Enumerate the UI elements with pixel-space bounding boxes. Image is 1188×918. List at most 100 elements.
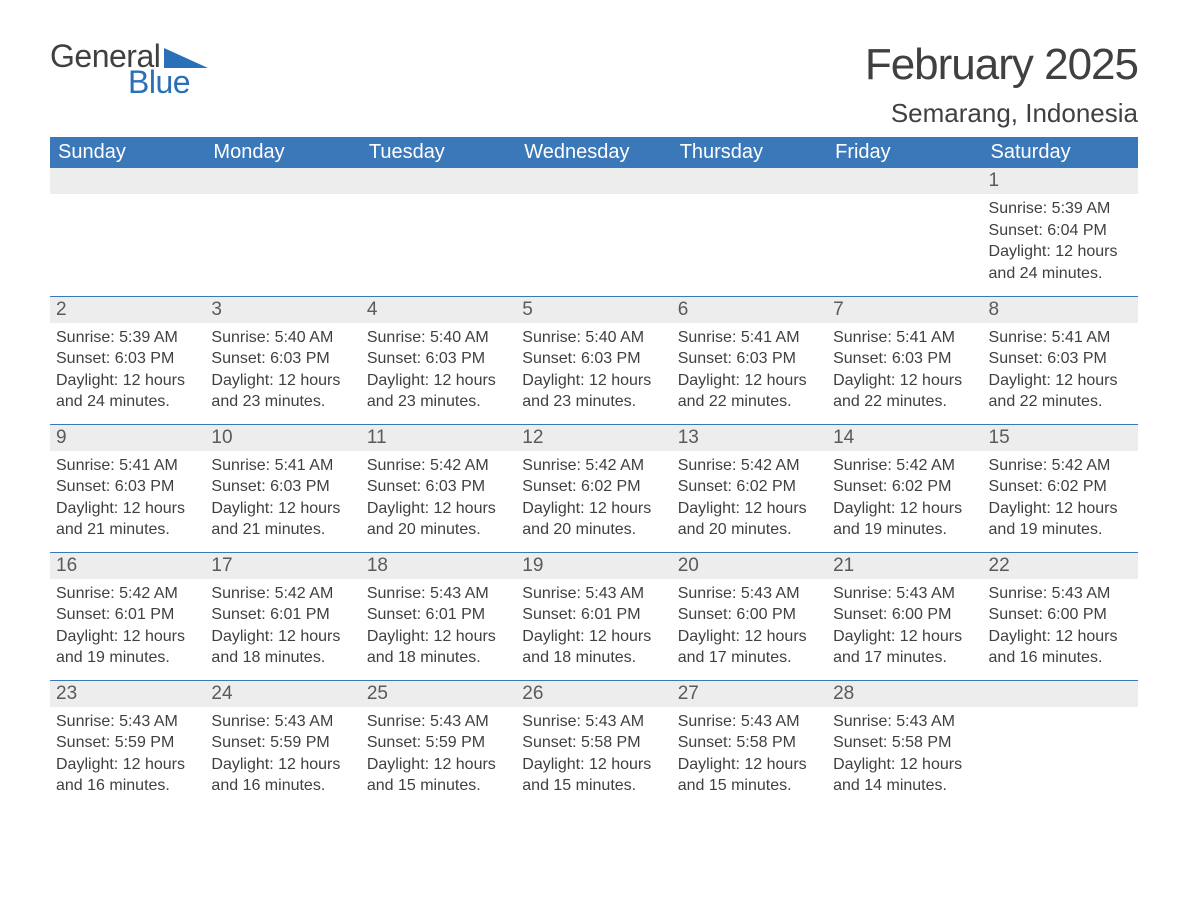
sunset-line: Sunset: 6:00 PM — [989, 604, 1132, 626]
daylight-line: Daylight: 12 hours and 22 minutes. — [989, 370, 1132, 413]
day-number: 11 — [361, 425, 516, 451]
day-body: Sunrise: 5:40 AMSunset: 6:03 PMDaylight:… — [205, 323, 360, 419]
day-cell: 22Sunrise: 5:43 AMSunset: 6:00 PMDayligh… — [983, 552, 1138, 680]
day-number-empty — [672, 168, 827, 194]
day-body: Sunrise: 5:43 AMSunset: 5:58 PMDaylight:… — [516, 707, 671, 803]
sunrise-line: Sunrise: 5:39 AM — [56, 327, 199, 349]
day-cell: 15Sunrise: 5:42 AMSunset: 6:02 PMDayligh… — [983, 424, 1138, 552]
sunset-line: Sunset: 6:03 PM — [678, 348, 821, 370]
sunrise-line: Sunrise: 5:43 AM — [678, 711, 821, 733]
sunset-line: Sunset: 6:02 PM — [989, 476, 1132, 498]
sunrise-line: Sunrise: 5:42 AM — [367, 455, 510, 477]
day-number: 6 — [672, 297, 827, 323]
day-cell — [983, 680, 1138, 808]
daylight-line: Daylight: 12 hours and 15 minutes. — [367, 754, 510, 797]
day-cell: 11Sunrise: 5:42 AMSunset: 6:03 PMDayligh… — [361, 424, 516, 552]
sunset-line: Sunset: 5:59 PM — [367, 732, 510, 754]
sunset-line: Sunset: 6:03 PM — [56, 348, 199, 370]
day-cell: 5Sunrise: 5:40 AMSunset: 6:03 PMDaylight… — [516, 296, 671, 424]
day-body: Sunrise: 5:39 AMSunset: 6:03 PMDaylight:… — [50, 323, 205, 419]
daylight-line: Daylight: 12 hours and 16 minutes. — [211, 754, 354, 797]
daylight-line: Daylight: 12 hours and 18 minutes. — [367, 626, 510, 669]
day-cell: 8Sunrise: 5:41 AMSunset: 6:03 PMDaylight… — [983, 296, 1138, 424]
week-row: 2Sunrise: 5:39 AMSunset: 6:03 PMDaylight… — [50, 296, 1138, 424]
week-row: 1Sunrise: 5:39 AMSunset: 6:04 PMDaylight… — [50, 168, 1138, 296]
sunrise-line: Sunrise: 5:42 AM — [678, 455, 821, 477]
sunset-line: Sunset: 6:00 PM — [833, 604, 976, 626]
sunrise-line: Sunrise: 5:42 AM — [989, 455, 1132, 477]
day-body: Sunrise: 5:41 AMSunset: 6:03 PMDaylight:… — [672, 323, 827, 419]
day-cell: 7Sunrise: 5:41 AMSunset: 6:03 PMDaylight… — [827, 296, 982, 424]
day-body: Sunrise: 5:42 AMSunset: 6:02 PMDaylight:… — [983, 451, 1138, 547]
sunset-line: Sunset: 6:01 PM — [211, 604, 354, 626]
day-number: 20 — [672, 553, 827, 579]
day-body: Sunrise: 5:43 AMSunset: 5:59 PMDaylight:… — [361, 707, 516, 803]
daylight-line: Daylight: 12 hours and 16 minutes. — [56, 754, 199, 797]
sunrise-line: Sunrise: 5:41 AM — [56, 455, 199, 477]
dayname-monday: Monday — [205, 137, 360, 168]
day-number-empty — [361, 168, 516, 194]
sunset-line: Sunset: 6:04 PM — [989, 220, 1132, 242]
day-body: Sunrise: 5:43 AMSunset: 5:58 PMDaylight:… — [827, 707, 982, 803]
sunrise-line: Sunrise: 5:43 AM — [367, 583, 510, 605]
day-cell: 12Sunrise: 5:42 AMSunset: 6:02 PMDayligh… — [516, 424, 671, 552]
day-body: Sunrise: 5:42 AMSunset: 6:01 PMDaylight:… — [50, 579, 205, 675]
sunrise-line: Sunrise: 5:43 AM — [833, 583, 976, 605]
daylight-line: Daylight: 12 hours and 21 minutes. — [211, 498, 354, 541]
day-cell — [50, 168, 205, 296]
calendar-body: 1Sunrise: 5:39 AMSunset: 6:04 PMDaylight… — [50, 168, 1138, 808]
daylight-line: Daylight: 12 hours and 21 minutes. — [56, 498, 199, 541]
sunset-line: Sunset: 5:59 PM — [211, 732, 354, 754]
daylight-line: Daylight: 12 hours and 18 minutes. — [522, 626, 665, 669]
day-cell: 25Sunrise: 5:43 AMSunset: 5:59 PMDayligh… — [361, 680, 516, 808]
day-number: 28 — [827, 681, 982, 707]
sunset-line: Sunset: 6:03 PM — [833, 348, 976, 370]
daylight-line: Daylight: 12 hours and 23 minutes. — [367, 370, 510, 413]
daylight-line: Daylight: 12 hours and 15 minutes. — [522, 754, 665, 797]
sunrise-line: Sunrise: 5:43 AM — [56, 711, 199, 733]
daylight-line: Daylight: 12 hours and 19 minutes. — [989, 498, 1132, 541]
day-number: 18 — [361, 553, 516, 579]
dayname-sunday: Sunday — [50, 137, 205, 168]
day-number-empty — [827, 168, 982, 194]
day-cell — [827, 168, 982, 296]
daylight-line: Daylight: 12 hours and 15 minutes. — [678, 754, 821, 797]
day-cell: 16Sunrise: 5:42 AMSunset: 6:01 PMDayligh… — [50, 552, 205, 680]
sunrise-line: Sunrise: 5:39 AM — [989, 198, 1132, 220]
week-row: 9Sunrise: 5:41 AMSunset: 6:03 PMDaylight… — [50, 424, 1138, 552]
day-cell — [672, 168, 827, 296]
day-cell: 18Sunrise: 5:43 AMSunset: 6:01 PMDayligh… — [361, 552, 516, 680]
daylight-line: Daylight: 12 hours and 16 minutes. — [989, 626, 1132, 669]
day-number: 4 — [361, 297, 516, 323]
day-cell: 13Sunrise: 5:42 AMSunset: 6:02 PMDayligh… — [672, 424, 827, 552]
calendar-table: SundayMondayTuesdayWednesdayThursdayFrid… — [50, 137, 1138, 808]
daylight-line: Daylight: 12 hours and 19 minutes. — [56, 626, 199, 669]
sunrise-line: Sunrise: 5:43 AM — [989, 583, 1132, 605]
sunrise-line: Sunrise: 5:41 AM — [989, 327, 1132, 349]
week-row: 23Sunrise: 5:43 AMSunset: 5:59 PMDayligh… — [50, 680, 1138, 808]
sunrise-line: Sunrise: 5:42 AM — [56, 583, 199, 605]
day-number: 7 — [827, 297, 982, 323]
day-cell: 14Sunrise: 5:42 AMSunset: 6:02 PMDayligh… — [827, 424, 982, 552]
sunset-line: Sunset: 6:03 PM — [989, 348, 1132, 370]
sunset-line: Sunset: 6:03 PM — [367, 348, 510, 370]
day-number: 1 — [983, 168, 1138, 194]
day-number: 3 — [205, 297, 360, 323]
day-cell — [361, 168, 516, 296]
day-number-empty — [516, 168, 671, 194]
week-row: 16Sunrise: 5:42 AMSunset: 6:01 PMDayligh… — [50, 552, 1138, 680]
sunset-line: Sunset: 6:03 PM — [211, 348, 354, 370]
day-number: 19 — [516, 553, 671, 579]
day-number-empty — [50, 168, 205, 194]
sunrise-line: Sunrise: 5:42 AM — [211, 583, 354, 605]
day-cell: 9Sunrise: 5:41 AMSunset: 6:03 PMDaylight… — [50, 424, 205, 552]
day-cell: 10Sunrise: 5:41 AMSunset: 6:03 PMDayligh… — [205, 424, 360, 552]
day-body: Sunrise: 5:42 AMSunset: 6:03 PMDaylight:… — [361, 451, 516, 547]
sunset-line: Sunset: 5:58 PM — [522, 732, 665, 754]
day-number: 10 — [205, 425, 360, 451]
day-body: Sunrise: 5:40 AMSunset: 6:03 PMDaylight:… — [516, 323, 671, 419]
dayname-tuesday: Tuesday — [361, 137, 516, 168]
sunset-line: Sunset: 6:03 PM — [211, 476, 354, 498]
title-block: February 2025 Semarang, Indonesia — [865, 40, 1138, 129]
day-body: Sunrise: 5:43 AMSunset: 6:00 PMDaylight:… — [672, 579, 827, 675]
